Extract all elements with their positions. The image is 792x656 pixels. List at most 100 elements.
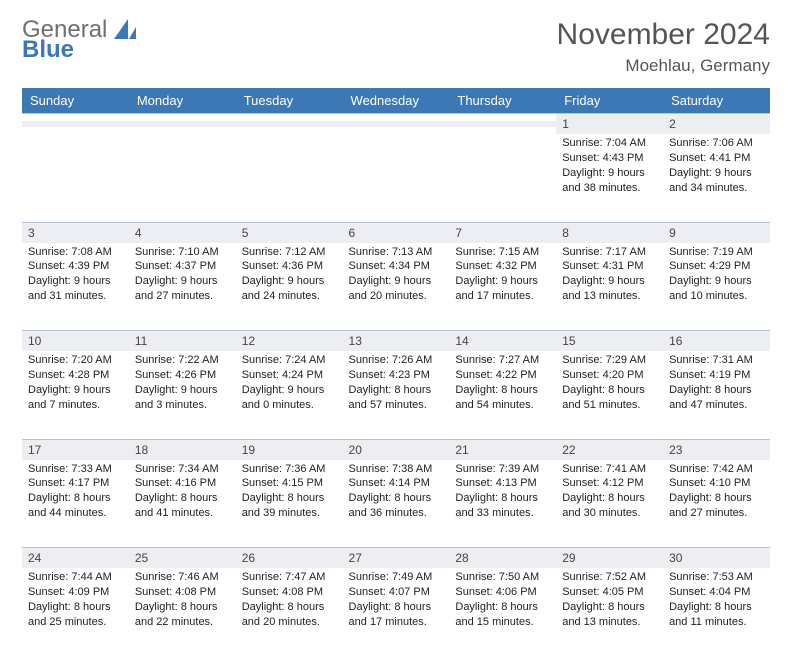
day-cell-body bbox=[343, 134, 450, 222]
day-number: 27 bbox=[343, 548, 450, 568]
sunrise-text: Sunrise: 7:50 AM bbox=[455, 570, 550, 585]
calendar-table: Sunday Monday Tuesday Wednesday Thursday… bbox=[22, 88, 770, 656]
day-details: Sunrise: 7:12 AMSunset: 4:36 PMDaylight:… bbox=[236, 243, 343, 310]
day-number: 14 bbox=[449, 331, 556, 351]
daylight-text: Daylight: 8 hours and 25 minutes. bbox=[28, 600, 123, 630]
day-cell-number: 8 bbox=[556, 222, 663, 243]
daylight-text: Daylight: 8 hours and 22 minutes. bbox=[135, 600, 230, 630]
sunrise-text: Sunrise: 7:27 AM bbox=[455, 353, 550, 368]
day-number: 30 bbox=[663, 548, 770, 568]
day-cell-number: 3 bbox=[22, 222, 129, 243]
sunset-text: Sunset: 4:29 PM bbox=[669, 259, 764, 274]
sunset-text: Sunset: 4:17 PM bbox=[28, 476, 123, 491]
sunset-text: Sunset: 4:34 PM bbox=[349, 259, 444, 274]
sunset-text: Sunset: 4:32 PM bbox=[455, 259, 550, 274]
daylight-text: Daylight: 8 hours and 39 minutes. bbox=[242, 491, 337, 521]
day-cell-body: Sunrise: 7:24 AMSunset: 4:24 PMDaylight:… bbox=[236, 351, 343, 439]
day-details: Sunrise: 7:47 AMSunset: 4:08 PMDaylight:… bbox=[236, 568, 343, 635]
week-daynum-row: 17181920212223 bbox=[22, 439, 770, 460]
day-cell-number: 7 bbox=[449, 222, 556, 243]
day-cell-body: Sunrise: 7:12 AMSunset: 4:36 PMDaylight:… bbox=[236, 243, 343, 331]
sunset-text: Sunset: 4:19 PM bbox=[669, 368, 764, 383]
sunrise-text: Sunrise: 7:39 AM bbox=[455, 462, 550, 477]
sunrise-text: Sunrise: 7:20 AM bbox=[28, 353, 123, 368]
daylight-text: Daylight: 9 hours and 0 minutes. bbox=[242, 383, 337, 413]
day-details: Sunrise: 7:13 AMSunset: 4:34 PMDaylight:… bbox=[343, 243, 450, 310]
day-number: 1 bbox=[556, 114, 663, 134]
day-cell-number: 9 bbox=[663, 222, 770, 243]
day-cell-number: 14 bbox=[449, 331, 556, 352]
sunrise-text: Sunrise: 7:19 AM bbox=[669, 245, 764, 260]
daylight-text: Daylight: 8 hours and 15 minutes. bbox=[455, 600, 550, 630]
day-number: 10 bbox=[22, 331, 129, 351]
sunrise-text: Sunrise: 7:12 AM bbox=[242, 245, 337, 260]
day-details: Sunrise: 7:33 AMSunset: 4:17 PMDaylight:… bbox=[22, 460, 129, 527]
sunset-text: Sunset: 4:05 PM bbox=[562, 585, 657, 600]
day-cell-body: Sunrise: 7:08 AMSunset: 4:39 PMDaylight:… bbox=[22, 243, 129, 331]
day-cell-number: 24 bbox=[22, 548, 129, 569]
sunrise-text: Sunrise: 7:41 AM bbox=[562, 462, 657, 477]
sunrise-text: Sunrise: 7:53 AM bbox=[669, 570, 764, 585]
daylight-text: Daylight: 9 hours and 7 minutes. bbox=[28, 383, 123, 413]
day-cell-number bbox=[236, 114, 343, 135]
daylight-text: Daylight: 9 hours and 10 minutes. bbox=[669, 274, 764, 304]
daylight-text: Daylight: 8 hours and 20 minutes. bbox=[242, 600, 337, 630]
location: Moehlau, Germany bbox=[557, 56, 770, 76]
day-details: Sunrise: 7:41 AMSunset: 4:12 PMDaylight:… bbox=[556, 460, 663, 527]
sunrise-text: Sunrise: 7:22 AM bbox=[135, 353, 230, 368]
day-details: Sunrise: 7:29 AMSunset: 4:20 PMDaylight:… bbox=[556, 351, 663, 418]
day-cell-number: 10 bbox=[22, 331, 129, 352]
sunrise-text: Sunrise: 7:31 AM bbox=[669, 353, 764, 368]
sunrise-text: Sunrise: 7:36 AM bbox=[242, 462, 337, 477]
day-number: 21 bbox=[449, 440, 556, 460]
sunrise-text: Sunrise: 7:44 AM bbox=[28, 570, 123, 585]
sunset-text: Sunset: 4:16 PM bbox=[135, 476, 230, 491]
daylight-text: Daylight: 8 hours and 13 minutes. bbox=[562, 600, 657, 630]
day-cell-body: Sunrise: 7:10 AMSunset: 4:37 PMDaylight:… bbox=[129, 243, 236, 331]
day-cell-number: 28 bbox=[449, 548, 556, 569]
day-cell-body: Sunrise: 7:34 AMSunset: 4:16 PMDaylight:… bbox=[129, 460, 236, 548]
sunset-text: Sunset: 4:10 PM bbox=[669, 476, 764, 491]
day-number: 2 bbox=[663, 114, 770, 134]
sunrise-text: Sunrise: 7:08 AM bbox=[28, 245, 123, 260]
day-number: 28 bbox=[449, 548, 556, 568]
week-body-row: Sunrise: 7:44 AMSunset: 4:09 PMDaylight:… bbox=[22, 568, 770, 656]
day-details: Sunrise: 7:31 AMSunset: 4:19 PMDaylight:… bbox=[663, 351, 770, 418]
day-number: 19 bbox=[236, 440, 343, 460]
day-number: 29 bbox=[556, 548, 663, 568]
day-number: 18 bbox=[129, 440, 236, 460]
daylight-text: Daylight: 8 hours and 47 minutes. bbox=[669, 383, 764, 413]
sunset-text: Sunset: 4:06 PM bbox=[455, 585, 550, 600]
logo-text: General Blue bbox=[22, 18, 136, 62]
day-details: Sunrise: 7:24 AMSunset: 4:24 PMDaylight:… bbox=[236, 351, 343, 418]
day-number: 24 bbox=[22, 548, 129, 568]
day-cell-body: Sunrise: 7:20 AMSunset: 4:28 PMDaylight:… bbox=[22, 351, 129, 439]
day-details: Sunrise: 7:10 AMSunset: 4:37 PMDaylight:… bbox=[129, 243, 236, 310]
day-cell-body: Sunrise: 7:13 AMSunset: 4:34 PMDaylight:… bbox=[343, 243, 450, 331]
day-cell-number: 30 bbox=[663, 548, 770, 569]
day-cell-number: 21 bbox=[449, 439, 556, 460]
sunrise-text: Sunrise: 7:24 AM bbox=[242, 353, 337, 368]
day-header: Saturday bbox=[663, 88, 770, 114]
day-number bbox=[449, 121, 556, 127]
day-cell-body: Sunrise: 7:47 AMSunset: 4:08 PMDaylight:… bbox=[236, 568, 343, 656]
sunset-text: Sunset: 4:24 PM bbox=[242, 368, 337, 383]
week-body-row: Sunrise: 7:08 AMSunset: 4:39 PMDaylight:… bbox=[22, 243, 770, 331]
sunset-text: Sunset: 4:22 PM bbox=[455, 368, 550, 383]
day-cell-number: 22 bbox=[556, 439, 663, 460]
day-cell-body bbox=[22, 134, 129, 222]
daylight-text: Daylight: 9 hours and 24 minutes. bbox=[242, 274, 337, 304]
day-number: 15 bbox=[556, 331, 663, 351]
day-cell-number: 1 bbox=[556, 114, 663, 135]
daylight-text: Daylight: 9 hours and 27 minutes. bbox=[135, 274, 230, 304]
day-cell-number: 25 bbox=[129, 548, 236, 569]
sunrise-text: Sunrise: 7:06 AM bbox=[669, 136, 764, 151]
day-number: 5 bbox=[236, 223, 343, 243]
day-details: Sunrise: 7:08 AMSunset: 4:39 PMDaylight:… bbox=[22, 243, 129, 310]
sunrise-text: Sunrise: 7:29 AM bbox=[562, 353, 657, 368]
day-header: Friday bbox=[556, 88, 663, 114]
day-cell-body: Sunrise: 7:22 AMSunset: 4:26 PMDaylight:… bbox=[129, 351, 236, 439]
day-cell-body bbox=[449, 134, 556, 222]
day-details: Sunrise: 7:22 AMSunset: 4:26 PMDaylight:… bbox=[129, 351, 236, 418]
sunset-text: Sunset: 4:26 PM bbox=[135, 368, 230, 383]
